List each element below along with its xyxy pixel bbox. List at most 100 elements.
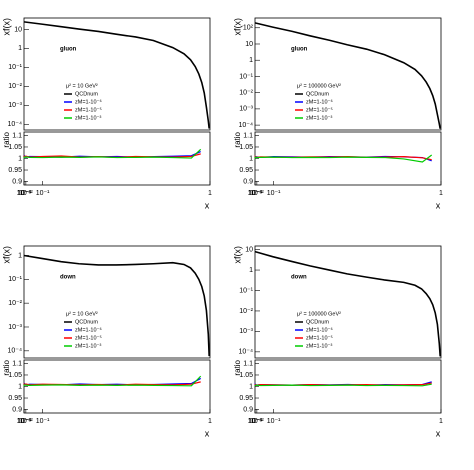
curve	[254, 22, 441, 129]
legend-title: μ² = 10 GeV²	[66, 83, 98, 89]
y-tick-label: 10⁻³	[239, 106, 253, 113]
ratio-y-tick-label: 1.1	[12, 132, 22, 139]
annotation: gluon	[60, 47, 77, 53]
ratio-y-tick-label: 0.95	[239, 167, 253, 174]
x-tick-label: 10⁻¹	[267, 418, 281, 425]
ratio-y-tick-label: 1.1	[243, 132, 253, 139]
ratio-y-tick-label: 0.9	[12, 178, 22, 185]
ratio-y-tick-label: 1	[18, 383, 22, 390]
curve	[254, 250, 441, 357]
x-tick-label: 1	[439, 418, 443, 425]
ratio-axis-label: ratio	[233, 131, 242, 147]
legend-label: zM=1-10⁻⁶	[306, 326, 333, 333]
y-tick-label: 10	[245, 41, 253, 48]
curve	[23, 21, 210, 129]
x-tick-label: 1	[208, 190, 212, 197]
x-tick-label: 10⁻⁵	[248, 418, 262, 425]
y-tick-label: 10⁻²	[239, 308, 253, 315]
x-axis-label: x	[205, 200, 210, 210]
y-tick-label: 1	[18, 45, 22, 52]
ratio-axis-label: ratio	[233, 359, 242, 375]
plot-frame	[254, 17, 442, 131]
annotation: down	[60, 275, 76, 281]
legend-label: zM=1-10⁻⁵	[306, 334, 333, 341]
y-tick-label: 10⁻¹	[239, 73, 253, 80]
legend-title: μ² = 100000 GeV²	[297, 83, 341, 89]
x-tick-label: 10⁻⁵	[248, 190, 262, 197]
x-tick-label: 10⁻³	[248, 418, 262, 425]
x-tick-label: 10⁻¹	[36, 190, 50, 197]
legend-label: QCDnum	[306, 319, 329, 325]
legend-label: QCDnum	[306, 91, 329, 97]
y-tick-label: 10⁻⁴	[239, 349, 254, 356]
legend-label: zM=1-10⁻³	[306, 115, 332, 121]
plot-frame	[23, 17, 211, 131]
y-axis-label: xf(x)	[232, 246, 242, 264]
legend-label: zM=1-10⁻³	[75, 343, 101, 349]
ratio-y-tick-label: 1.1	[243, 360, 253, 367]
annotation: down	[291, 275, 307, 281]
ratio-y-tick-label: 0.9	[243, 178, 253, 185]
ratio-axis-label: ratio	[2, 359, 11, 375]
y-tick-label: 10⁻²	[8, 83, 22, 90]
y-tick-label: 10⁻⁴	[8, 121, 23, 128]
plot-frame	[254, 245, 442, 359]
ratio-y-tick-label: 1	[18, 155, 22, 162]
y-tick-label: 10⁻¹	[8, 276, 22, 283]
x-tick-label: 10⁻⁴	[248, 418, 263, 425]
ratio-curve	[23, 375, 202, 387]
x-axis-label: x	[436, 200, 441, 210]
legend-label: zM=1-10⁻⁵	[75, 106, 102, 113]
y-tick-label: 10⁻³	[8, 324, 22, 331]
x-tick-label: 10⁻⁵	[17, 418, 31, 425]
curve	[23, 254, 210, 357]
legend-label: zM=1-10⁻⁶	[306, 98, 333, 105]
y-tick-label: 10	[245, 246, 253, 253]
ratio-y-tick-label: 1.1	[12, 360, 22, 367]
y-tick-label: 10⁻⁴	[239, 122, 254, 129]
y-axis-label: xf(x)	[1, 18, 11, 36]
ratio-curve	[254, 154, 433, 163]
x-tick-label: 10⁻⁵	[17, 190, 31, 197]
x-tick-label: 1	[208, 418, 212, 425]
y-tick-label: 1	[249, 267, 253, 274]
legend-label: zM=1-10⁻⁶	[75, 326, 102, 333]
x-tick-label: 10⁻³	[17, 190, 31, 197]
x-tick-label: 1	[439, 190, 443, 197]
y-tick-label: 10⁻³	[8, 102, 22, 109]
y-tick-label: 10⁻¹	[8, 64, 22, 71]
ratio-y-tick-label: 0.95	[8, 167, 22, 174]
ratio-y-tick-label: 0.95	[8, 395, 22, 402]
y-tick-label: 10⁻²	[8, 300, 22, 307]
ratio-frame	[23, 131, 211, 186]
legend-label: zM=1-10⁻⁶	[75, 98, 102, 105]
x-tick-label: 10⁻²	[19, 190, 33, 197]
x-tick-label: 10⁻³	[17, 418, 31, 425]
y-tick-label: 1	[18, 252, 22, 259]
ratio-y-tick-label: 0.95	[239, 395, 253, 402]
x-tick-label: 10⁻¹	[36, 418, 50, 425]
ratio-y-tick-label: 0.9	[243, 406, 253, 413]
x-tick-label: 10⁻¹	[267, 190, 281, 197]
ratio-curve	[23, 148, 202, 160]
legend-title: μ² = 100000 GeV²	[297, 311, 341, 317]
ratio-y-tick-label: 0.9	[12, 406, 22, 413]
legend-title: μ² = 10 GeV²	[66, 311, 98, 317]
legend-label: zM=1-10⁻³	[306, 343, 332, 349]
ratio-y-tick-label: 1.05	[239, 144, 253, 151]
x-axis-label: x	[436, 428, 441, 438]
legend-label: QCDnum	[75, 91, 98, 97]
x-tick-label: 10⁻³	[248, 190, 262, 197]
legend-label: zM=1-10⁻⁵	[306, 106, 333, 113]
ratio-curve	[254, 383, 432, 387]
plot-frame	[23, 245, 211, 359]
ratio-axis-label: ratio	[2, 131, 11, 147]
x-axis-label: x	[205, 428, 210, 438]
y-tick-label: 10	[14, 26, 22, 33]
y-tick-label: 1	[249, 57, 253, 64]
y-tick-label: 10⁻⁴	[8, 348, 23, 355]
x-tick-label: 10⁻²	[250, 418, 264, 425]
ratio-y-tick-label: 1.05	[239, 372, 253, 379]
y-axis-label: xf(x)	[1, 246, 11, 264]
